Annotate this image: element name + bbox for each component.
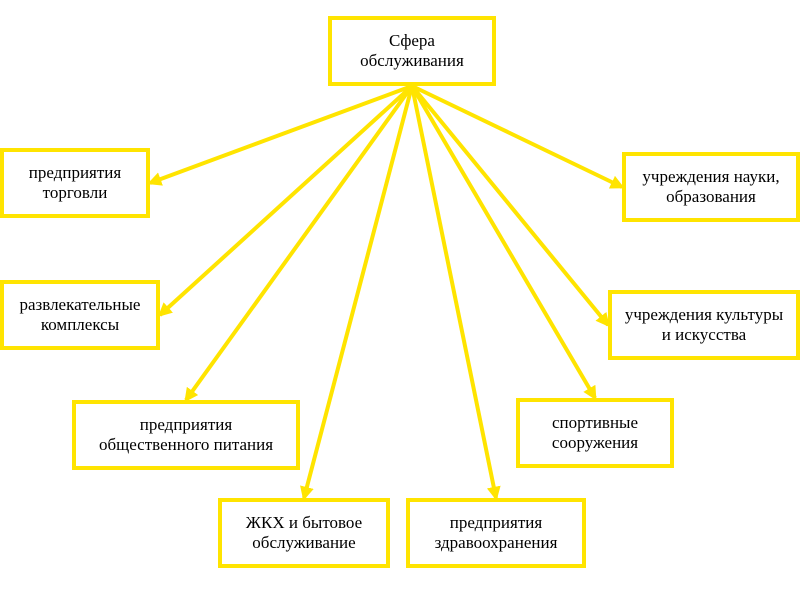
diagram-edge (412, 86, 608, 325)
diagram-edge (412, 86, 595, 398)
diagram-node: предприятия торговли (0, 148, 150, 218)
diagram-canvas: Сфера обслуживания предприятия торговли уч… (0, 0, 800, 600)
diagram-node: ЖКХ и бытовое обслуживание (218, 498, 390, 568)
diagram-root-node: Сфера обслуживания (328, 16, 496, 86)
diagram-edge (160, 86, 412, 315)
diagram-edge (412, 86, 622, 187)
diagram-node-label: Сфера обслуживания (360, 31, 464, 70)
diagram-node: спортивные сооружения (516, 398, 674, 468)
diagram-edge (150, 86, 412, 183)
diagram-node-label: ЖКХ и бытовое обслуживание (246, 513, 362, 552)
diagram-node: учреждения науки, образования (622, 152, 800, 222)
diagram-node: предприятия общественного питания (72, 400, 300, 470)
diagram-node: учреждения культуры и искусства (608, 290, 800, 360)
diagram-node-label: предприятия общественного питания (99, 415, 273, 454)
diagram-node: предприятия здравоохранения (406, 498, 586, 568)
diagram-node: развлекательные комплексы (0, 280, 160, 350)
diagram-node-label: учреждения науки, образования (642, 167, 779, 206)
diagram-node-label: предприятия торговли (29, 163, 121, 202)
diagram-node-label: учреждения культуры и искусства (625, 305, 783, 344)
diagram-node-label: развлекательные комплексы (20, 295, 141, 334)
diagram-edge (412, 86, 496, 498)
diagram-edge (186, 86, 412, 400)
diagram-node-label: предприятия здравоохранения (435, 513, 558, 552)
diagram-node-label: спортивные сооружения (552, 413, 638, 452)
diagram-edge (304, 86, 412, 498)
